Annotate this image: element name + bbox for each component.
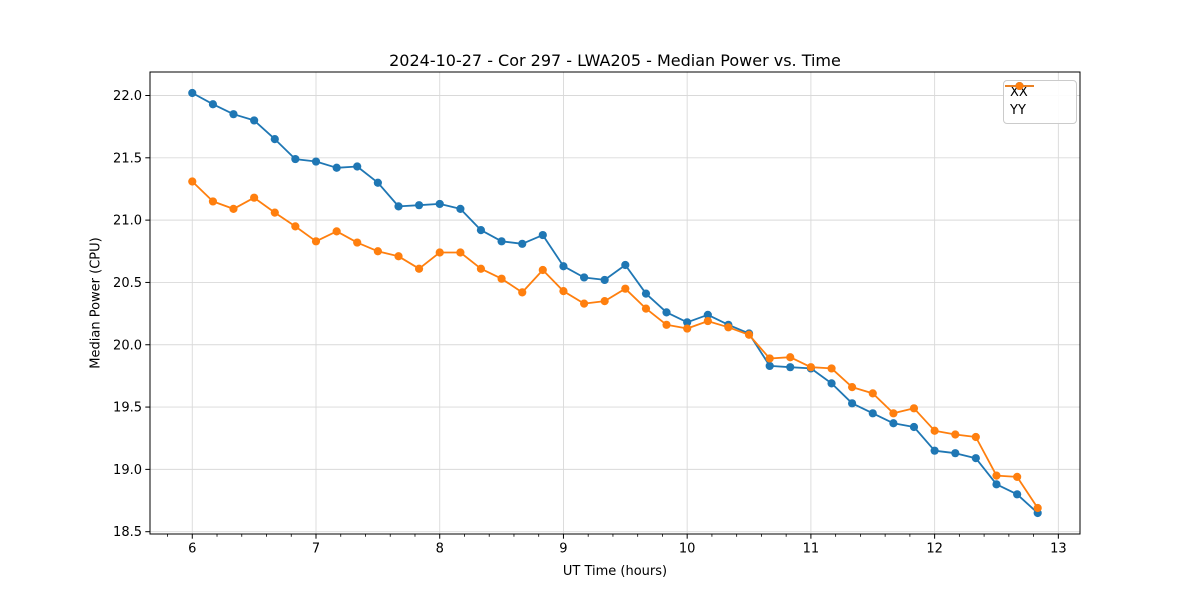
svg-text:19.5: 19.5: [113, 401, 142, 416]
legend-label-yy: YY: [1010, 103, 1026, 119]
x-axis: 6 7 8 9 10 11 12 13: [167, 534, 1067, 557]
svg-text:21.0: 21.0: [113, 214, 142, 229]
svg-text:21.5: 21.5: [113, 151, 142, 166]
svg-text:20.0: 20.0: [113, 338, 142, 353]
legend: XX YY: [1003, 80, 1077, 124]
svg-text:22.0: 22.0: [113, 89, 142, 104]
svg-text:7: 7: [312, 542, 320, 557]
legend-item-yy: YY: [1005, 82, 1070, 120]
series-yy: [188, 177, 1042, 513]
svg-text:11: 11: [803, 542, 820, 557]
svg-text:10: 10: [679, 542, 696, 557]
chart-title: 2024-10-27 - Cor 297 - LWA205 - Median P…: [389, 51, 841, 70]
svg-text:9: 9: [559, 542, 567, 557]
legend-line-marker-icon: [1005, 82, 1034, 90]
svg-text:12: 12: [926, 542, 943, 557]
x-axis-label: UT Time (hours): [562, 564, 668, 579]
y-axis: 18.5 19.0 19.5 20.0 20.5 21.0 21.5 22.0: [113, 89, 150, 540]
svg-text:13: 13: [1050, 542, 1067, 557]
y-axis-label: Median Power (CPU): [88, 237, 104, 369]
svg-text:18.5: 18.5: [113, 525, 142, 540]
axes-frame: [149, 71, 1081, 535]
svg-text:8: 8: [436, 542, 444, 557]
legend-label-xx: XX: [1010, 84, 1028, 100]
svg-text:20.5: 20.5: [113, 276, 142, 291]
svg-text:19.0: 19.0: [113, 463, 142, 478]
svg-text:6: 6: [188, 542, 196, 557]
series-xx: [188, 88, 1042, 518]
grid: [150, 72, 1080, 534]
